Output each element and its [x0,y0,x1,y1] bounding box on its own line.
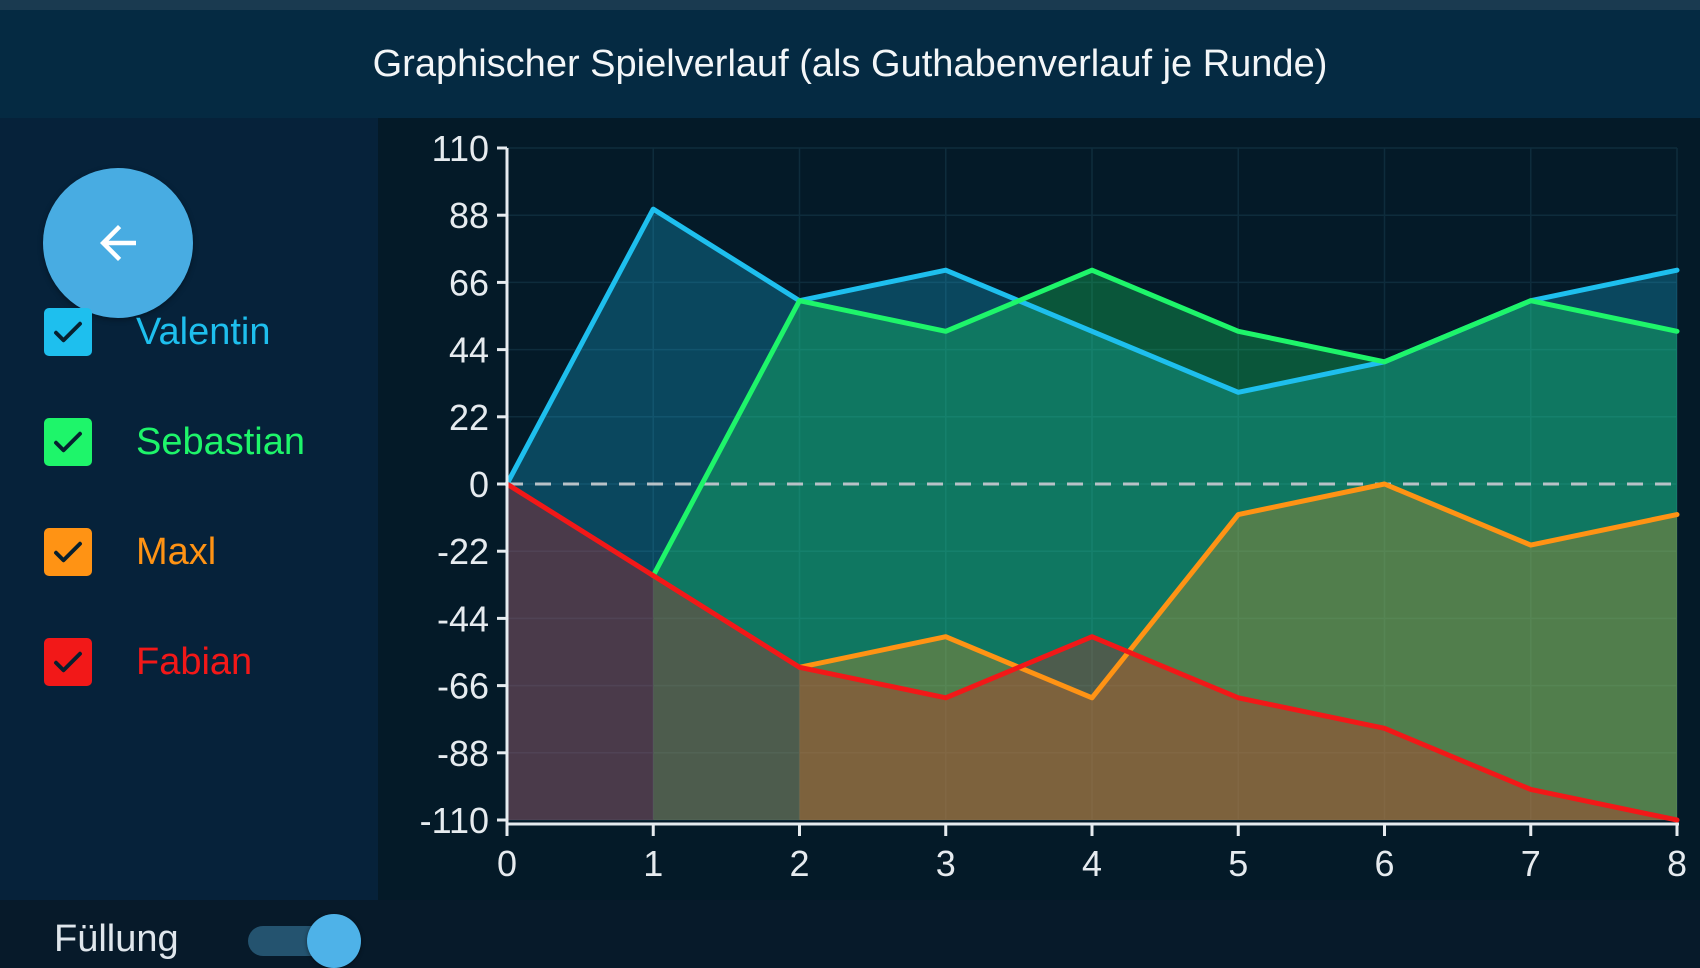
legend-label: Fabian [136,640,253,683]
legend-item-maxl[interactable]: Maxl [44,526,216,578]
x-tick-label: 3 [936,843,956,884]
x-tick-label: 6 [1374,843,1394,884]
series-line-fabian [504,481,1680,823]
maxl-checkbox[interactable] [44,528,92,576]
y-tick-label: 0 [469,464,489,505]
check-icon [54,431,82,453]
app-header: Graphischer Spielverlauf (als Guthabenve… [0,10,1700,118]
x-tick-label: 4 [1082,843,1102,884]
y-tick-label: 22 [449,397,489,438]
check-icon [54,321,82,343]
check-icon [54,541,82,563]
page-title: Graphischer Spielverlauf (als Guthabenve… [372,42,1328,85]
y-tick-label: -88 [437,733,489,774]
x-tick-label: 7 [1521,843,1541,884]
legend-item-valentin[interactable]: Valentin [44,306,271,358]
back-button[interactable] [43,168,193,318]
x-tick-label: 2 [789,843,809,884]
fill-toggle-label: Füllung [54,918,179,960]
sebastian-checkbox[interactable] [44,418,92,466]
x-tick-label: 8 [1667,843,1687,884]
area-fill-fabian [507,484,1677,820]
legend-item-fabian[interactable]: Fabian [44,636,252,688]
legend-label: Maxl [136,530,217,573]
area-fill-sebastian [653,270,1677,820]
check-icon [54,651,82,673]
fill-toggle-thumb[interactable] [307,914,361,968]
y-tick-label: 110 [432,128,489,169]
window-top-edge [0,0,1700,10]
chart-area: 110 88 66 44 22 0 -22 -44 -66 -88 -110 0 1 2 3 4 5 6 7 8 [378,118,1700,900]
y-tick-label: -110 [420,800,489,841]
y-tick-label: 88 [449,195,489,236]
y-tick-label: -66 [437,666,489,707]
legend-label: Valentin [136,310,271,353]
fill-toggle-row: Füllung [54,913,361,968]
series-line-sebastian [650,267,1680,579]
valentin-checkbox[interactable] [44,308,92,356]
legend-item-sebastian[interactable]: Sebastian [44,416,305,468]
legend-label: Sebastian [136,420,306,463]
x-tick-label: 1 [643,843,663,884]
x-tick-label: 5 [1228,843,1248,884]
y-tick-label: 66 [449,262,489,303]
sidebar: Valentin Sebastian Maxl Fabian Füllung [0,118,378,968]
y-tick-label: -22 [437,531,489,572]
x-tick-label: 0 [497,843,517,884]
series-line-maxl [797,481,1680,701]
y-tick-label: -44 [437,598,489,639]
fabian-checkbox[interactable] [44,638,92,686]
area-fill-maxl [799,484,1677,820]
arrow-left-icon [100,225,136,261]
y-tick-label: 44 [449,330,489,371]
